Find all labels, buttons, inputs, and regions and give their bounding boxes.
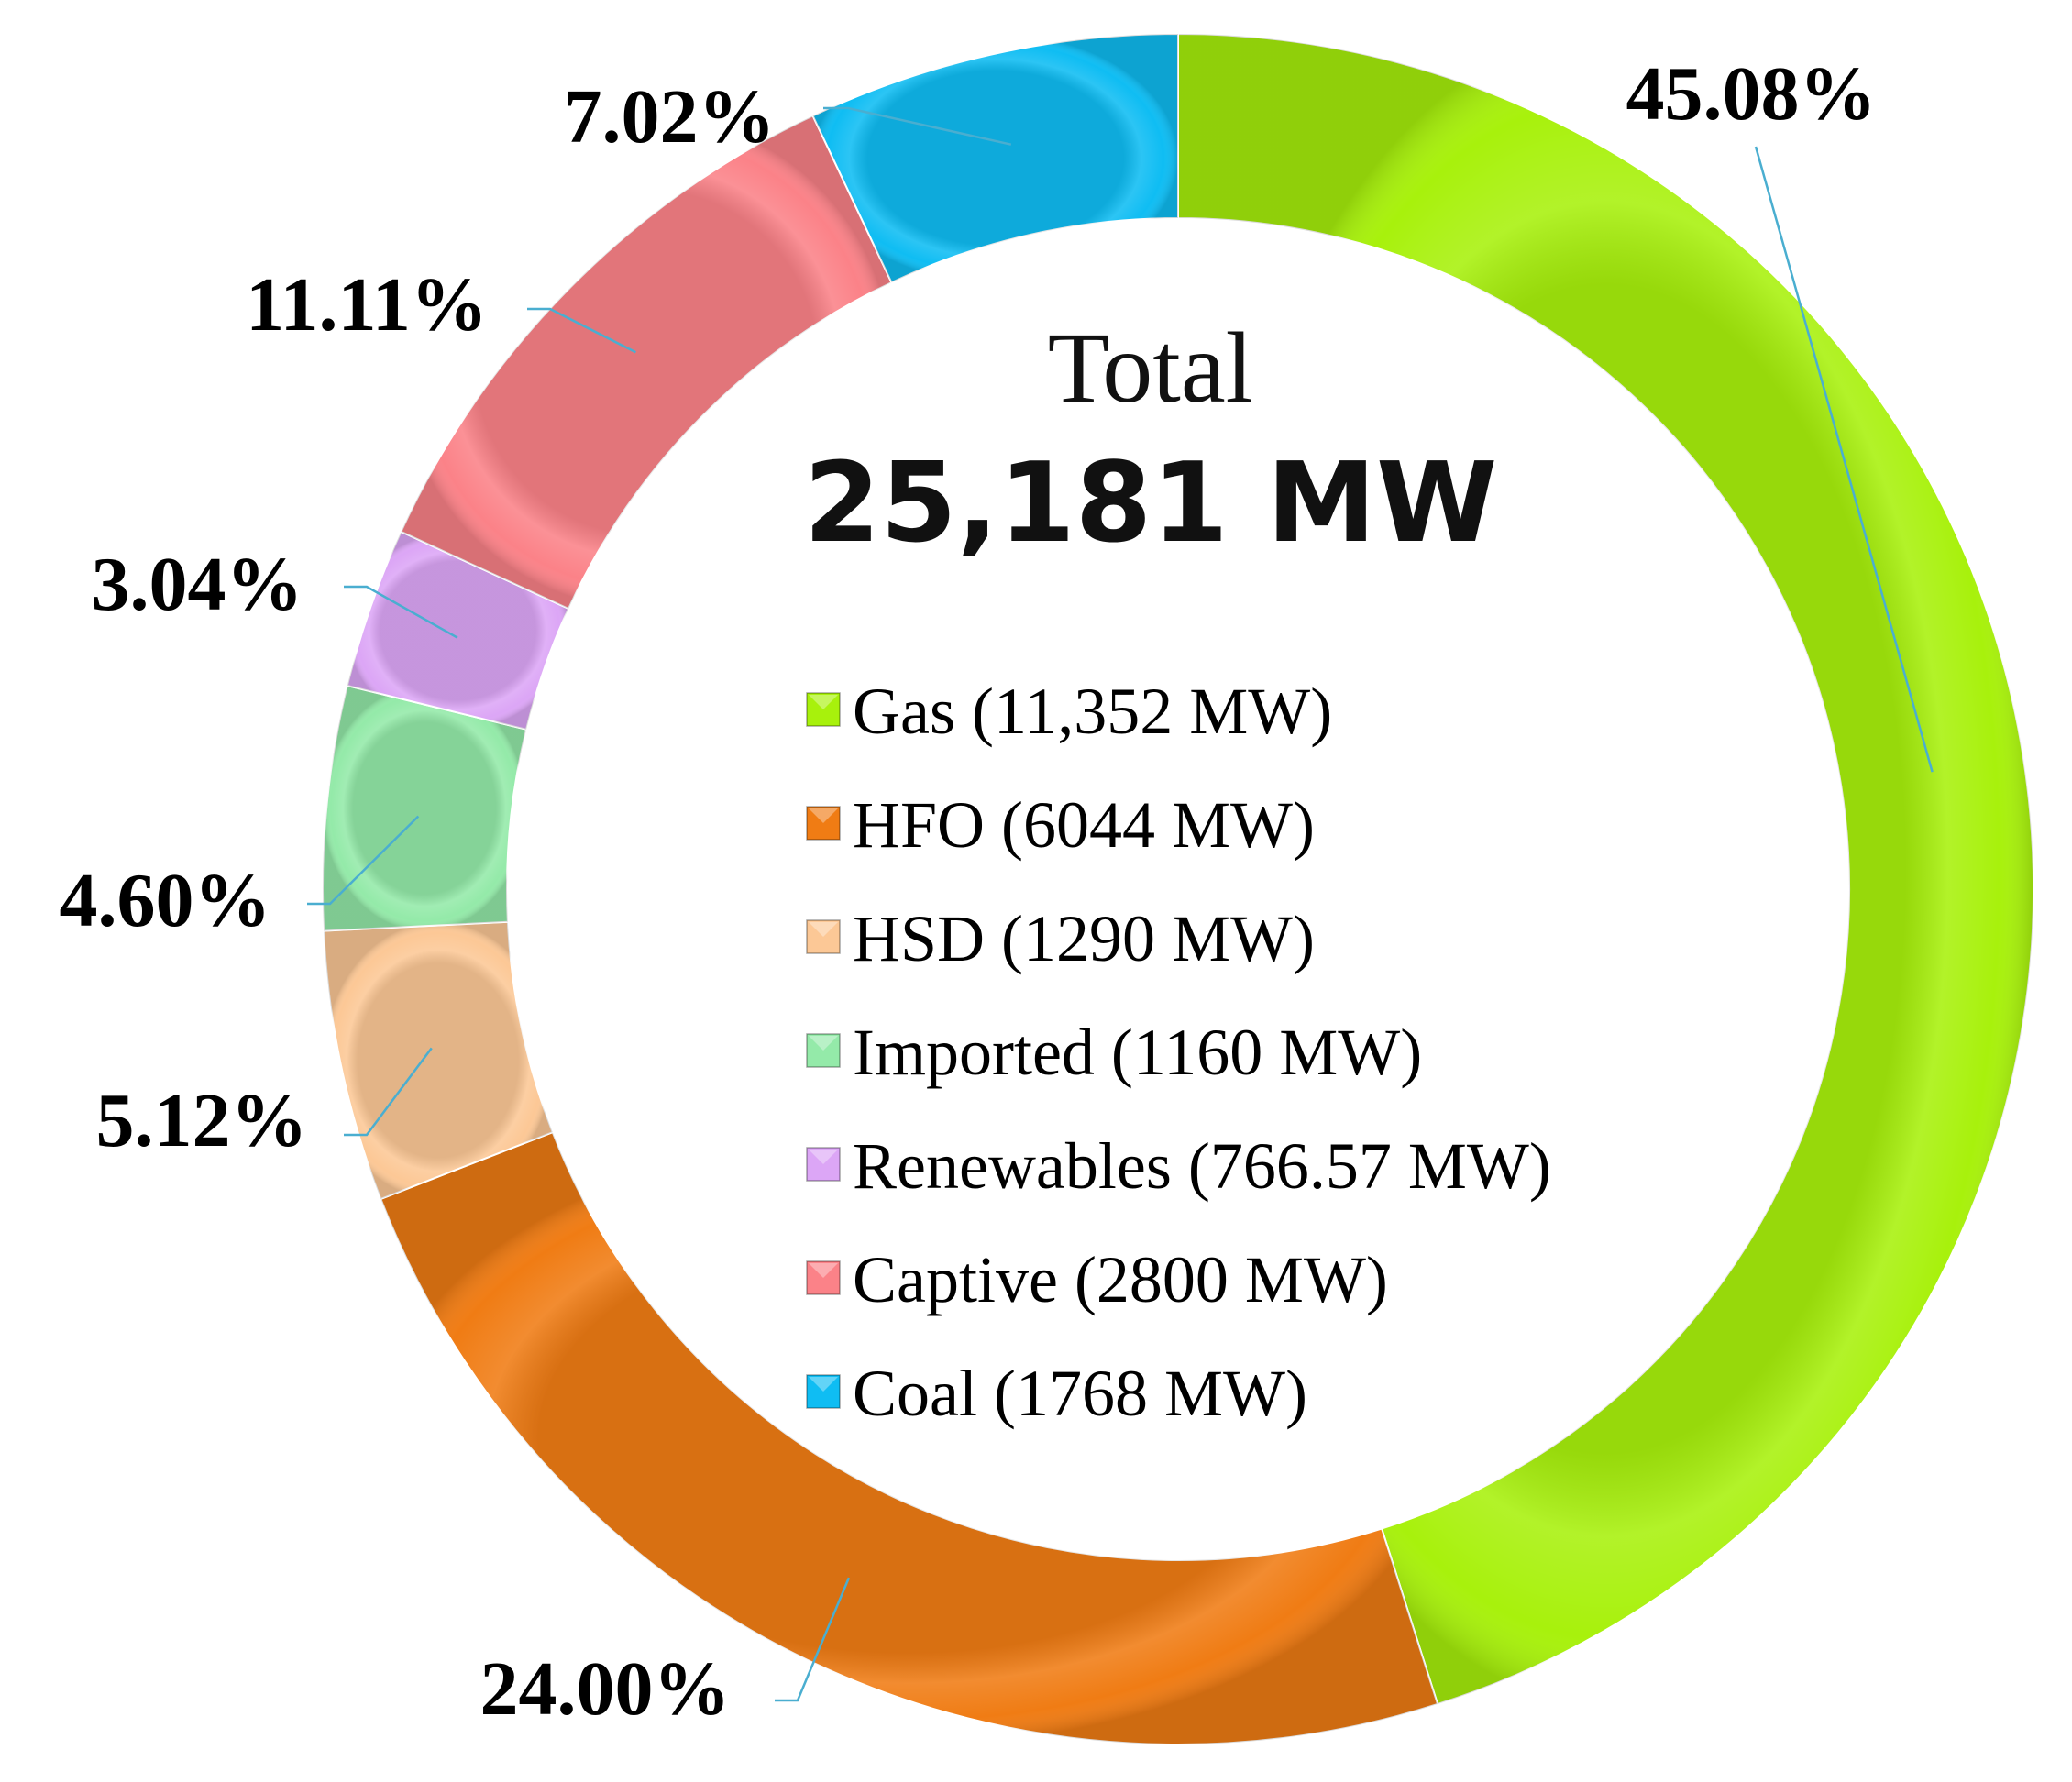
donut-slice-shading <box>401 116 892 609</box>
percentage-label: 3.04% <box>92 542 303 627</box>
donut-slice-shading <box>347 531 569 730</box>
legend-swatch-highlight <box>809 1036 838 1050</box>
legend-label: Coal (1768 MW) <box>853 1357 1307 1430</box>
legend-label: Imported (1160 MW) <box>853 1016 1422 1089</box>
percentage-label: 5.12% <box>96 1078 308 1163</box>
donut-slice-shading <box>1178 34 2033 1705</box>
percentage-label: 4.60% <box>60 858 271 943</box>
percentage-label: 7.02% <box>564 74 776 160</box>
donut-slice-shading <box>323 685 527 931</box>
legend-item: Gas (11,352 MW) <box>806 675 1332 748</box>
leader-line <box>307 815 420 906</box>
leader-lines <box>307 106 1934 1702</box>
donut-slices <box>322 32 2034 1745</box>
legend-item: Renewables (766.57 MW) <box>806 1129 1551 1203</box>
center-total: 25,181 MW <box>804 440 1498 567</box>
donut-slice-shading <box>324 921 553 1199</box>
percentage-label: 24.00% <box>480 1646 731 1732</box>
donut-slice-shading <box>812 33 1178 283</box>
leader-line <box>775 1577 851 1702</box>
percentage-label: 45.08% <box>1626 51 1877 137</box>
leader-line <box>344 1047 433 1137</box>
legend-swatch <box>806 692 841 727</box>
legend-label: HSD (1290 MW) <box>853 902 1315 975</box>
legend-label: Renewables (766.57 MW) <box>853 1129 1551 1203</box>
legend-swatch <box>806 1374 841 1409</box>
leader-line <box>823 106 1012 146</box>
legend-swatch <box>806 1147 841 1182</box>
legend-item: HSD (1290 MW) <box>806 902 1315 975</box>
leader-line <box>527 307 636 354</box>
legend-swatch-highlight <box>809 808 838 823</box>
legend-item: Coal (1768 MW) <box>806 1357 1307 1430</box>
leader-line <box>344 585 458 639</box>
legend: Gas (11,352 MW) HFO (6044 MW) HSD (1290 MW… <box>806 675 1551 1430</box>
percentage-label: 11.11% <box>246 262 488 347</box>
legend-item: Imported (1160 MW) <box>806 1016 1422 1089</box>
legend-swatch <box>806 919 841 954</box>
legend-swatch-highlight <box>809 695 838 710</box>
center-title: Total <box>1048 312 1253 424</box>
legend-swatch-highlight <box>809 1377 838 1392</box>
legend-swatch <box>806 806 841 841</box>
legend-label: HFO (6044 MW) <box>853 788 1315 862</box>
legend-label: Captive (2800 MW) <box>853 1243 1388 1316</box>
percentage-labels: 45.08% 24.00% 5.12% 4.60% 3.04% 11.11% 7.02% <box>60 51 1877 1732</box>
legend-item: HFO (6044 MW) <box>806 788 1315 862</box>
legend-swatch-highlight <box>809 922 838 937</box>
leader-line <box>1754 146 1934 773</box>
legend-label: Gas (11,352 MW) <box>853 675 1332 748</box>
legend-swatch <box>806 1033 841 1068</box>
legend-swatch <box>806 1260 841 1295</box>
legend-item: Captive (2800 MW) <box>806 1243 1388 1316</box>
donut-slice-shading <box>380 1132 1438 1744</box>
legend-swatch-highlight <box>809 1263 838 1278</box>
legend-swatch-highlight <box>809 1150 838 1164</box>
